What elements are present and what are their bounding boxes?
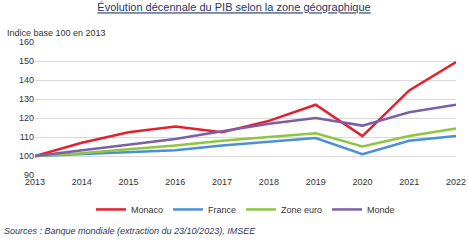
svg-text:2019: 2019 [306,177,326,187]
svg-text:Sources : Banque mondiale (ext: Sources : Banque mondiale (extraction du… [4,226,256,236]
svg-text:110: 110 [20,132,34,142]
svg-text:Monaco: Monaco [131,205,163,215]
svg-text:2014: 2014 [72,177,92,187]
svg-text:140: 140 [19,75,34,85]
svg-text:Zone euro: Zone euro [281,205,322,215]
svg-text:2015: 2015 [119,177,139,187]
svg-text:150: 150 [19,56,34,66]
svg-text:2018: 2018 [259,177,279,187]
svg-text:2017: 2017 [212,177,232,187]
svg-text:Monde: Monde [367,205,395,215]
svg-text:120: 120 [19,113,34,123]
svg-text:2016: 2016 [165,177,185,187]
svg-text:130: 130 [19,94,34,104]
svg-text:2022: 2022 [446,177,466,187]
svg-text:Évolution décennale du PIB sel: Évolution décennale du PIB selon la zone… [97,1,370,13]
svg-text:Indice base 100 en 2013: Indice base 100 en 2013 [7,28,106,38]
svg-text:2020: 2020 [352,177,372,187]
svg-text:2021: 2021 [399,177,419,187]
svg-text:160: 160 [19,37,34,47]
svg-text:90: 90 [24,170,34,180]
svg-text:2013: 2013 [25,177,45,187]
svg-text:100: 100 [19,151,34,161]
svg-text:France: France [208,205,236,215]
